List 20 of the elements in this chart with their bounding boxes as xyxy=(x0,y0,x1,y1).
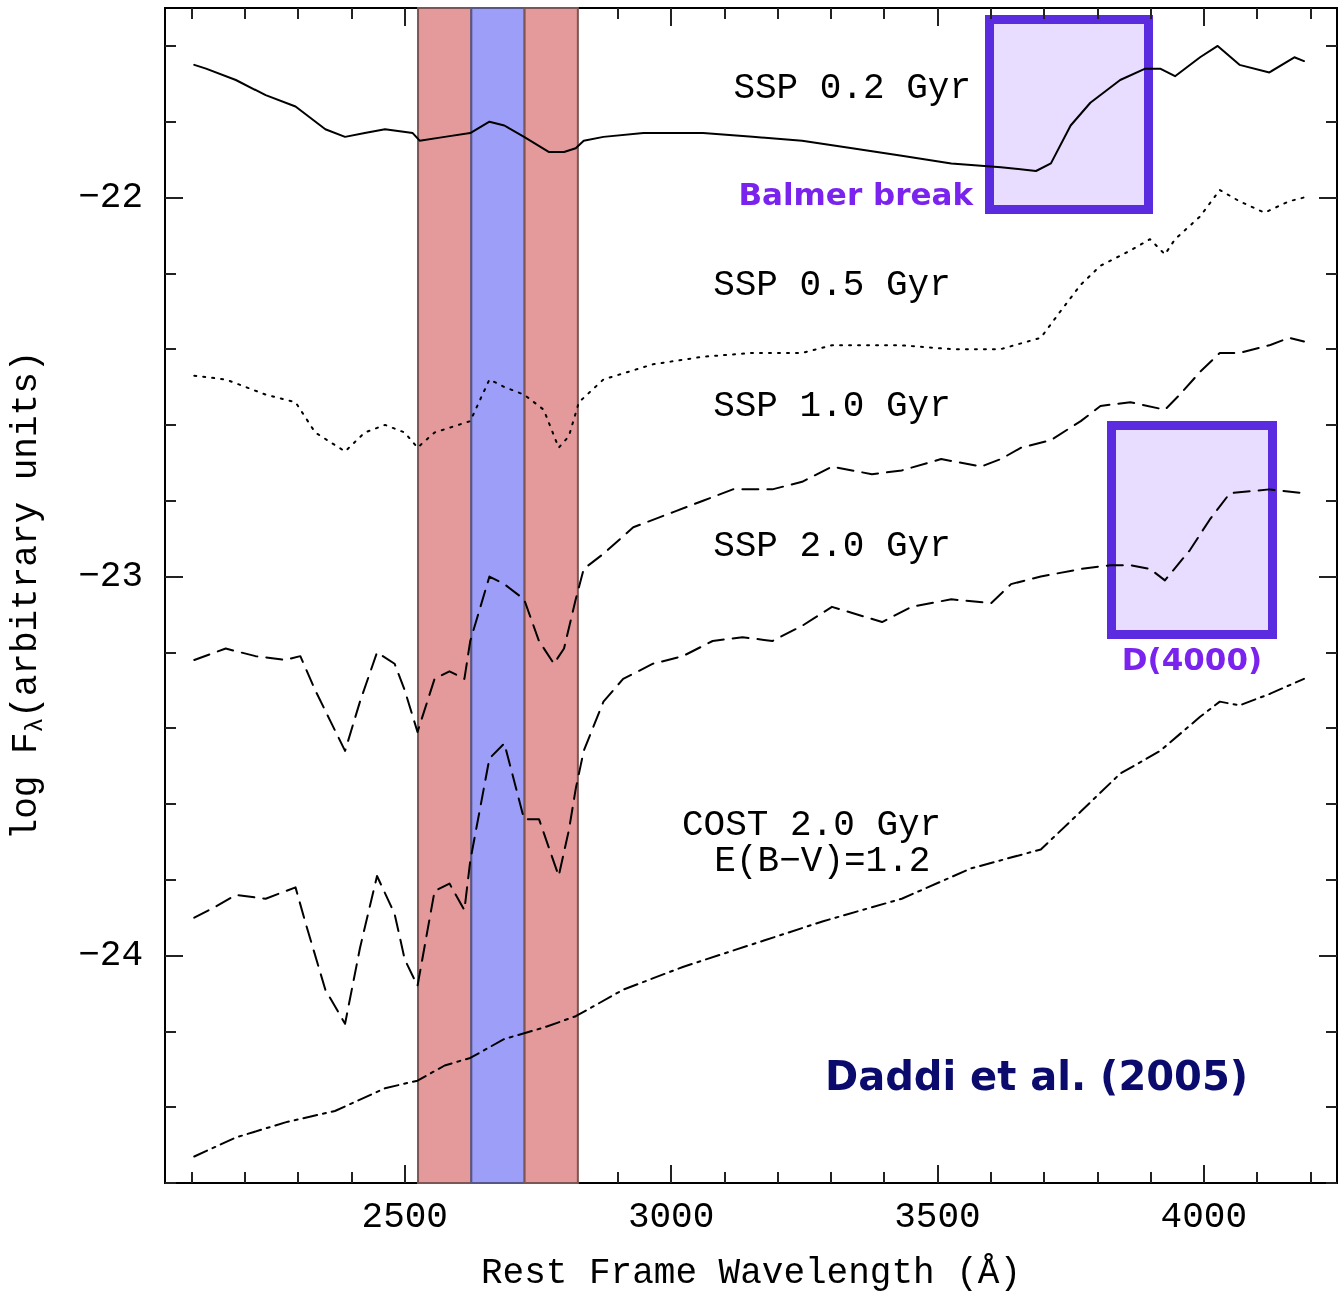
annotation: Daddi et al. (2005) xyxy=(825,1053,1249,1099)
y-tick-label: −24 xyxy=(78,935,143,977)
y-tick-label: −23 xyxy=(78,556,143,598)
series-label: SSP 0.5 Gyr xyxy=(713,264,951,306)
x-tick-label: 2500 xyxy=(361,1196,448,1238)
series-label: COST 2.0 Gyr E(B−V)=1.2 xyxy=(681,804,963,882)
annotation: Balmer break xyxy=(738,176,973,212)
y-axis-title: log Fλ(arbitrary units) xyxy=(5,350,49,841)
x-tick-label: 4000 xyxy=(1160,1196,1248,1238)
x-tick-label: 3000 xyxy=(627,1196,715,1238)
y-tick-label: −22 xyxy=(78,177,143,219)
annotation: D(4000) xyxy=(1121,641,1263,677)
x-axis-title: Rest Frame Wavelength (Å) xyxy=(480,1252,1022,1294)
line-series xyxy=(193,44,1305,172)
line-series xyxy=(193,336,1305,752)
series-label: SSP 0.2 Gyr xyxy=(733,67,972,109)
series-label: SSP 1.0 Gyr xyxy=(713,386,951,428)
series-label: SSP 2.0 Gyr xyxy=(713,526,951,568)
line-series xyxy=(193,677,1305,1158)
x-tick-label: 3500 xyxy=(894,1196,981,1238)
